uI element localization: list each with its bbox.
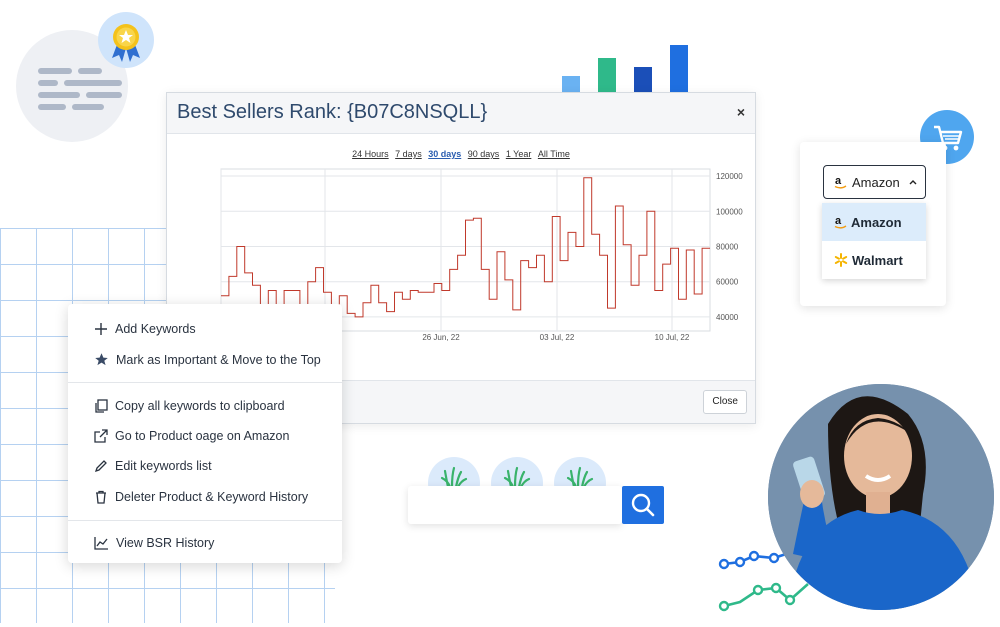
menu-item-view-bsr[interactable]: View BSR History bbox=[94, 536, 214, 550]
bsr-series-line bbox=[221, 177, 710, 318]
store-option-label: Walmart bbox=[852, 252, 903, 268]
woman-with-phone-illustration bbox=[768, 384, 994, 610]
range-1y[interactable]: 1 Year bbox=[505, 149, 532, 159]
context-menu: Add Keywords Mark as Important & Move to… bbox=[68, 304, 342, 563]
y-tick-label: 120000 bbox=[716, 172, 743, 181]
store-selector-card: a Amazon a Amazon Walmart bbox=[800, 142, 946, 306]
modal-header: Best Sellers Rank: {B07C8NSQLL} × bbox=[167, 93, 755, 134]
range-24h[interactable]: 24 Hours bbox=[352, 149, 389, 159]
amazon-logo-icon: a bbox=[834, 175, 847, 189]
y-tick-label: 60000 bbox=[716, 278, 739, 287]
range-selector: 24 Hours 7 days 30 days 90 days 1 Year A… bbox=[167, 149, 755, 159]
search-input[interactable] bbox=[408, 486, 622, 524]
menu-item-label: Go to Product oage on Amazon bbox=[115, 429, 290, 443]
modal-title: Best Sellers Rank: {B07C8NSQLL} bbox=[177, 101, 488, 123]
menu-item-label: Mark as Important & Move to the Top bbox=[116, 352, 321, 367]
menu-item-label: Edit keywords list bbox=[115, 459, 212, 473]
store-select-label: Amazon bbox=[852, 174, 900, 190]
plus-icon bbox=[95, 323, 107, 335]
range-7d[interactable]: 7 days bbox=[395, 149, 422, 159]
deco-bar bbox=[562, 76, 580, 92]
x-tick-label: 03 Jul, 22 bbox=[540, 333, 575, 342]
store-option-amazon[interactable]: a Amazon bbox=[822, 203, 926, 241]
menu-item-go-to-product[interactable]: Go to Product oage on Amazon bbox=[94, 429, 289, 443]
menu-item-copy-keywords[interactable]: Copy all keywords to clipboard bbox=[94, 399, 285, 413]
chevron-up-icon bbox=[909, 180, 917, 185]
deco-bar bbox=[598, 58, 616, 92]
deco-bar bbox=[634, 67, 652, 92]
x-tick-label: 26 Jun, 22 bbox=[422, 333, 460, 342]
store-dropdown: a Amazon Walmart bbox=[822, 203, 926, 279]
svg-text:a: a bbox=[835, 175, 842, 187]
y-tick-label: 100000 bbox=[716, 207, 743, 216]
x-tick-label: 10 Jul, 22 bbox=[655, 333, 690, 342]
range-30d[interactable]: 30 days bbox=[428, 149, 462, 159]
y-tick-label: 80000 bbox=[716, 242, 739, 251]
close-icon[interactable]: × bbox=[736, 104, 745, 120]
menu-item-label: View BSR History bbox=[116, 536, 215, 550]
award-badge bbox=[98, 12, 154, 68]
person-photo bbox=[768, 384, 994, 610]
close-button[interactable]: Close bbox=[703, 390, 747, 414]
range-90d[interactable]: 90 days bbox=[467, 149, 500, 159]
award-ribbon-icon bbox=[112, 24, 140, 62]
decorative-network-graph bbox=[718, 550, 809, 612]
store-option-walmart[interactable]: Walmart bbox=[822, 241, 926, 279]
menu-divider bbox=[68, 382, 342, 383]
trash-icon bbox=[96, 490, 106, 504]
decorative-bar-chart bbox=[562, 45, 688, 92]
trend-chart-icon bbox=[94, 537, 108, 550]
amazon-logo-icon: a bbox=[834, 215, 847, 229]
menu-item-label: Deleter Product & Keyword History bbox=[115, 490, 309, 504]
star-icon bbox=[95, 353, 108, 366]
menu-item-label: Add Keywords bbox=[115, 322, 196, 336]
walmart-spark-icon bbox=[834, 253, 848, 267]
deco-bar bbox=[670, 45, 688, 92]
menu-item-edit-keywords[interactable]: Edit keywords list bbox=[94, 459, 212, 473]
external-link-icon bbox=[94, 429, 108, 443]
menu-item-delete-history[interactable]: Deleter Product & Keyword History bbox=[94, 490, 308, 504]
store-select[interactable]: a Amazon bbox=[823, 165, 926, 199]
search-button[interactable] bbox=[622, 486, 664, 524]
range-all[interactable]: All Time bbox=[537, 149, 570, 159]
pencil-icon bbox=[94, 460, 107, 473]
search-icon bbox=[631, 493, 655, 517]
menu-item-mark-important[interactable]: Mark as Important & Move to the Top bbox=[94, 352, 321, 367]
copy-icon bbox=[95, 399, 108, 413]
menu-item-add-keywords[interactable]: Add Keywords bbox=[94, 322, 196, 336]
menu-divider bbox=[68, 520, 342, 521]
y-tick-label: 40000 bbox=[716, 313, 739, 322]
store-option-label: Amazon bbox=[851, 214, 902, 230]
menu-item-label: Copy all keywords to clipboard bbox=[115, 399, 285, 413]
svg-text:a: a bbox=[835, 215, 842, 227]
